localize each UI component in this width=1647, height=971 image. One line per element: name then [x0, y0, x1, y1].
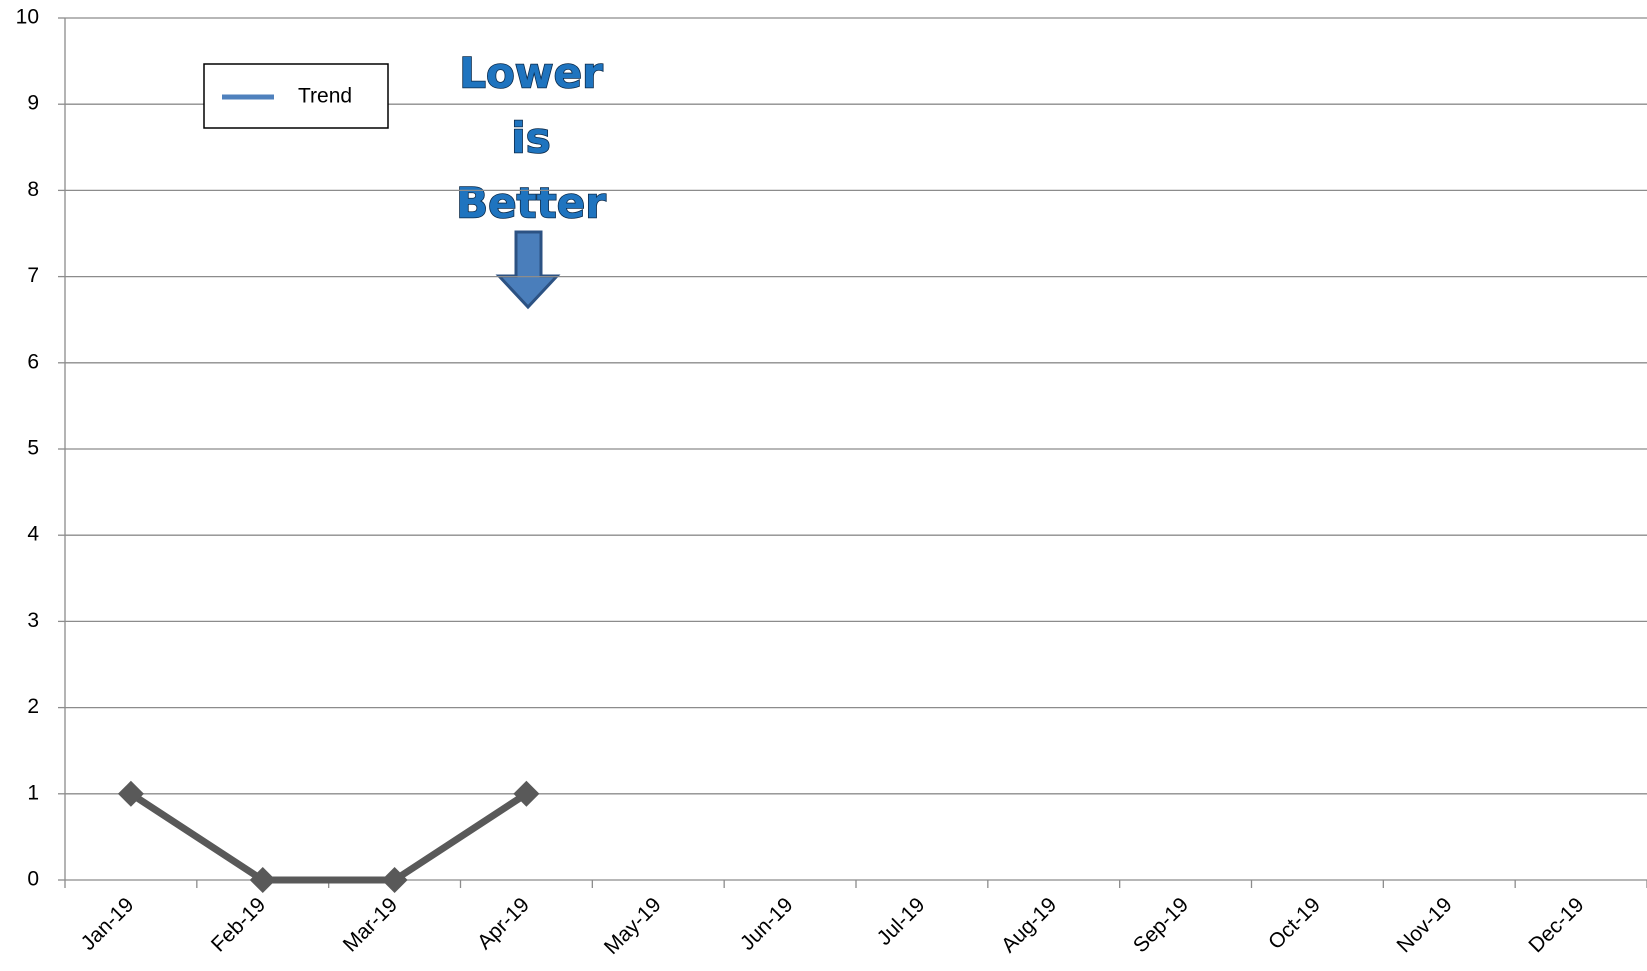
- x-tick-label: May-19: [600, 893, 666, 959]
- y-tick-label: 10: [16, 6, 39, 29]
- legend-box: [203, 63, 389, 129]
- x-tick-label: Dec-19: [1524, 893, 1588, 957]
- x-tick-label: Oct-19: [1264, 893, 1325, 954]
- annotation-text: Lower: [459, 49, 603, 98]
- series-line: [129, 790, 529, 884]
- annotation-text: is: [511, 114, 550, 163]
- x-tick-label: Sep-19: [1129, 893, 1193, 957]
- marker: [381, 867, 408, 893]
- x-tick-label: Jun-19: [736, 893, 798, 955]
- legend-label: Trend: [298, 85, 352, 108]
- y-tick-label: 5: [27, 437, 39, 460]
- down-arrow: [495, 230, 561, 310]
- x-tick-label: Apr-19: [473, 893, 534, 954]
- plot-area: 0 1 2 3 4 5 6 7 8 9 10 Jan-19 Feb-19 Mar-19 Apr-19 May-…: [16, 6, 1647, 959]
- y-tick-label: 4: [27, 523, 39, 546]
- y-tick-label: 3: [27, 609, 39, 632]
- marker: [513, 780, 540, 807]
- y-tick-label: 7: [27, 264, 39, 287]
- marker: [249, 867, 276, 893]
- annotation: Lower is Better: [455, 48, 607, 229]
- y-tick-label: 2: [27, 695, 39, 718]
- marker: [117, 780, 144, 807]
- x-tick-label: Feb-19: [207, 893, 270, 956]
- y-tick-label: 1: [27, 781, 39, 804]
- y-tick-label: 0: [27, 868, 39, 891]
- y-tick-label: 8: [27, 178, 39, 201]
- x-tick-label: Nov-19: [1393, 893, 1457, 957]
- y-tick-label: 6: [27, 350, 39, 373]
- legend: Trend: [203, 63, 389, 129]
- annotation-text: Better: [456, 179, 606, 228]
- x-tick-label: Mar-19: [339, 893, 402, 956]
- x-tick-label: Jul-19: [873, 893, 930, 950]
- y-tick-label: 9: [27, 92, 39, 115]
- x-tick-label: Jan-19: [77, 893, 139, 955]
- x-tick-label: Aug-19: [997, 893, 1061, 957]
